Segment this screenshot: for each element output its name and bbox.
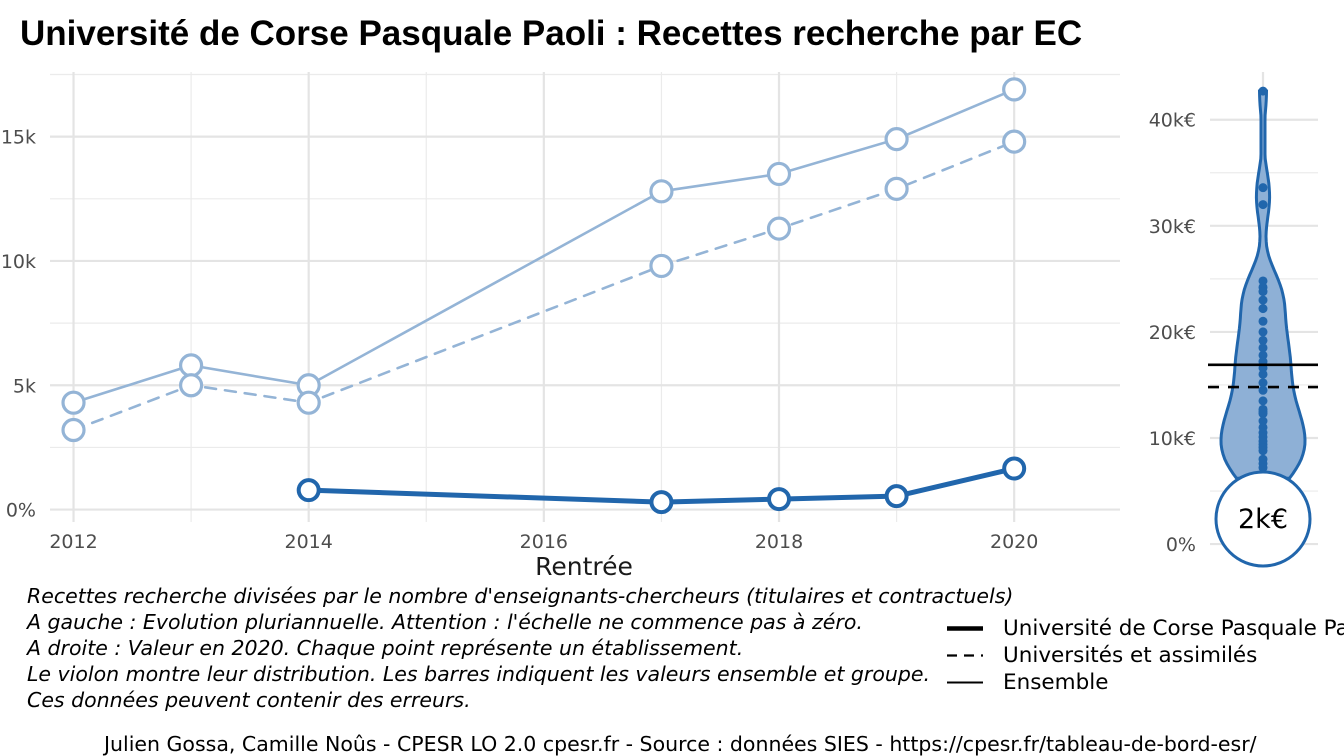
violin-point: [1258, 183, 1268, 193]
series-point: [884, 127, 909, 152]
violin-point: [1258, 378, 1268, 388]
x-axis-label: Rentrée: [535, 552, 633, 581]
value-label: 2k€: [1238, 504, 1288, 535]
violin-point: [1258, 304, 1268, 314]
value-bubble: [1214, 470, 1312, 568]
left-panel-series: [61, 77, 1027, 515]
right-panel-axes: 0% 10k€ 20k€ 30k€ 40k€: [1149, 110, 1196, 556]
series-point: [884, 484, 909, 509]
violin-point: [1258, 343, 1268, 353]
violin-point: [1258, 385, 1268, 395]
violin-point: [1258, 276, 1268, 286]
violin-point: [1258, 350, 1268, 360]
left-panel-grid: [50, 72, 1120, 522]
y-tick-label: 30k€: [1149, 216, 1196, 238]
violin-point: [1258, 86, 1268, 96]
series-point: [766, 216, 792, 241]
y-tick-label: 5k: [13, 375, 36, 397]
legend-key-thin: [947, 681, 983, 684]
legend-item-institution: Université de Corse Pasquale Paoli: [945, 615, 1344, 642]
series-point: [178, 373, 204, 398]
series-point: [767, 487, 792, 512]
series-point: [649, 253, 674, 279]
x-tick-label: 2014: [285, 531, 333, 553]
legend-key-dashed: [947, 654, 983, 657]
violin-point: [1258, 416, 1268, 426]
legend-label: Universités et assimilés: [1003, 643, 1258, 668]
series-point: [61, 390, 86, 415]
caption-line: Le violon montre leur distribution. Les …: [27, 662, 931, 686]
legend-key-thick: [947, 626, 983, 631]
series-point: [649, 179, 674, 204]
series-point: [178, 353, 204, 378]
y-tick-label: 10k€: [1149, 428, 1196, 450]
violin-point: [1258, 327, 1268, 337]
series-point: [766, 161, 792, 187]
x-tick-label: 2020: [990, 531, 1038, 553]
violin-point: [1258, 200, 1268, 210]
violin-point: [1258, 295, 1268, 305]
legend-item-ensemble: Ensemble: [945, 669, 1344, 696]
x-tick-label: 2018: [755, 531, 803, 553]
chart-title: Université de Corse Pasquale Paoli : Rec…: [20, 14, 1083, 53]
left-panel-axes: 2012 2014 2016 2018 2020 0% 5k 10k 15k: [1, 127, 1039, 553]
violin-point: [1258, 287, 1268, 297]
series-point: [1002, 129, 1027, 154]
series-point: [884, 176, 909, 201]
y-tick-label: 0%: [6, 500, 36, 522]
x-tick-label: 2016: [520, 531, 568, 553]
footer-credits: Julien Gossa, Camille Noûs - CPESR LO 2.…: [104, 732, 1257, 756]
series-point: [296, 390, 321, 415]
caption-line: A gauche : Evolution pluriannuelle. Atte…: [27, 610, 863, 634]
caption-line: A droite : Valeur en 2020. Chaque point …: [27, 636, 744, 660]
legend-label: Université de Corse Pasquale Paoli: [1003, 616, 1344, 641]
y-tick-label: 0%: [1166, 534, 1196, 556]
series-point: [1002, 77, 1027, 102]
legend-item-group: Universités et assimilés: [945, 642, 1344, 669]
y-tick-label: 20k€: [1149, 322, 1196, 344]
violin-point: [1258, 369, 1268, 379]
y-tick-label: 10k: [1, 251, 36, 273]
violin-point: [1258, 409, 1268, 419]
caption-line: Recettes recherche divisées par le nombr…: [27, 584, 1014, 608]
series-point: [61, 417, 86, 443]
legend: Université de Corse Pasquale Paoli Unive…: [945, 615, 1344, 696]
series-point: [296, 478, 321, 503]
legend-label: Ensemble: [1003, 670, 1109, 695]
y-tick-label: 15k: [1, 127, 36, 149]
x-tick-label: 2012: [49, 531, 97, 553]
caption: Recettes recherche divisées par le nombr…: [27, 583, 1013, 713]
caption-line: Ces données peuvent contenir des erreurs…: [27, 688, 471, 712]
violin-plot: 2k€: [1208, 86, 1318, 568]
violin-point: [1258, 446, 1268, 456]
violin-point: [1258, 463, 1268, 473]
series-point: [1002, 456, 1027, 481]
violin-point: [1258, 316, 1268, 326]
violin-point: [1258, 335, 1268, 345]
y-tick-label: 40k€: [1149, 110, 1196, 132]
violin-point: [1258, 396, 1268, 406]
series-point: [649, 490, 674, 515]
